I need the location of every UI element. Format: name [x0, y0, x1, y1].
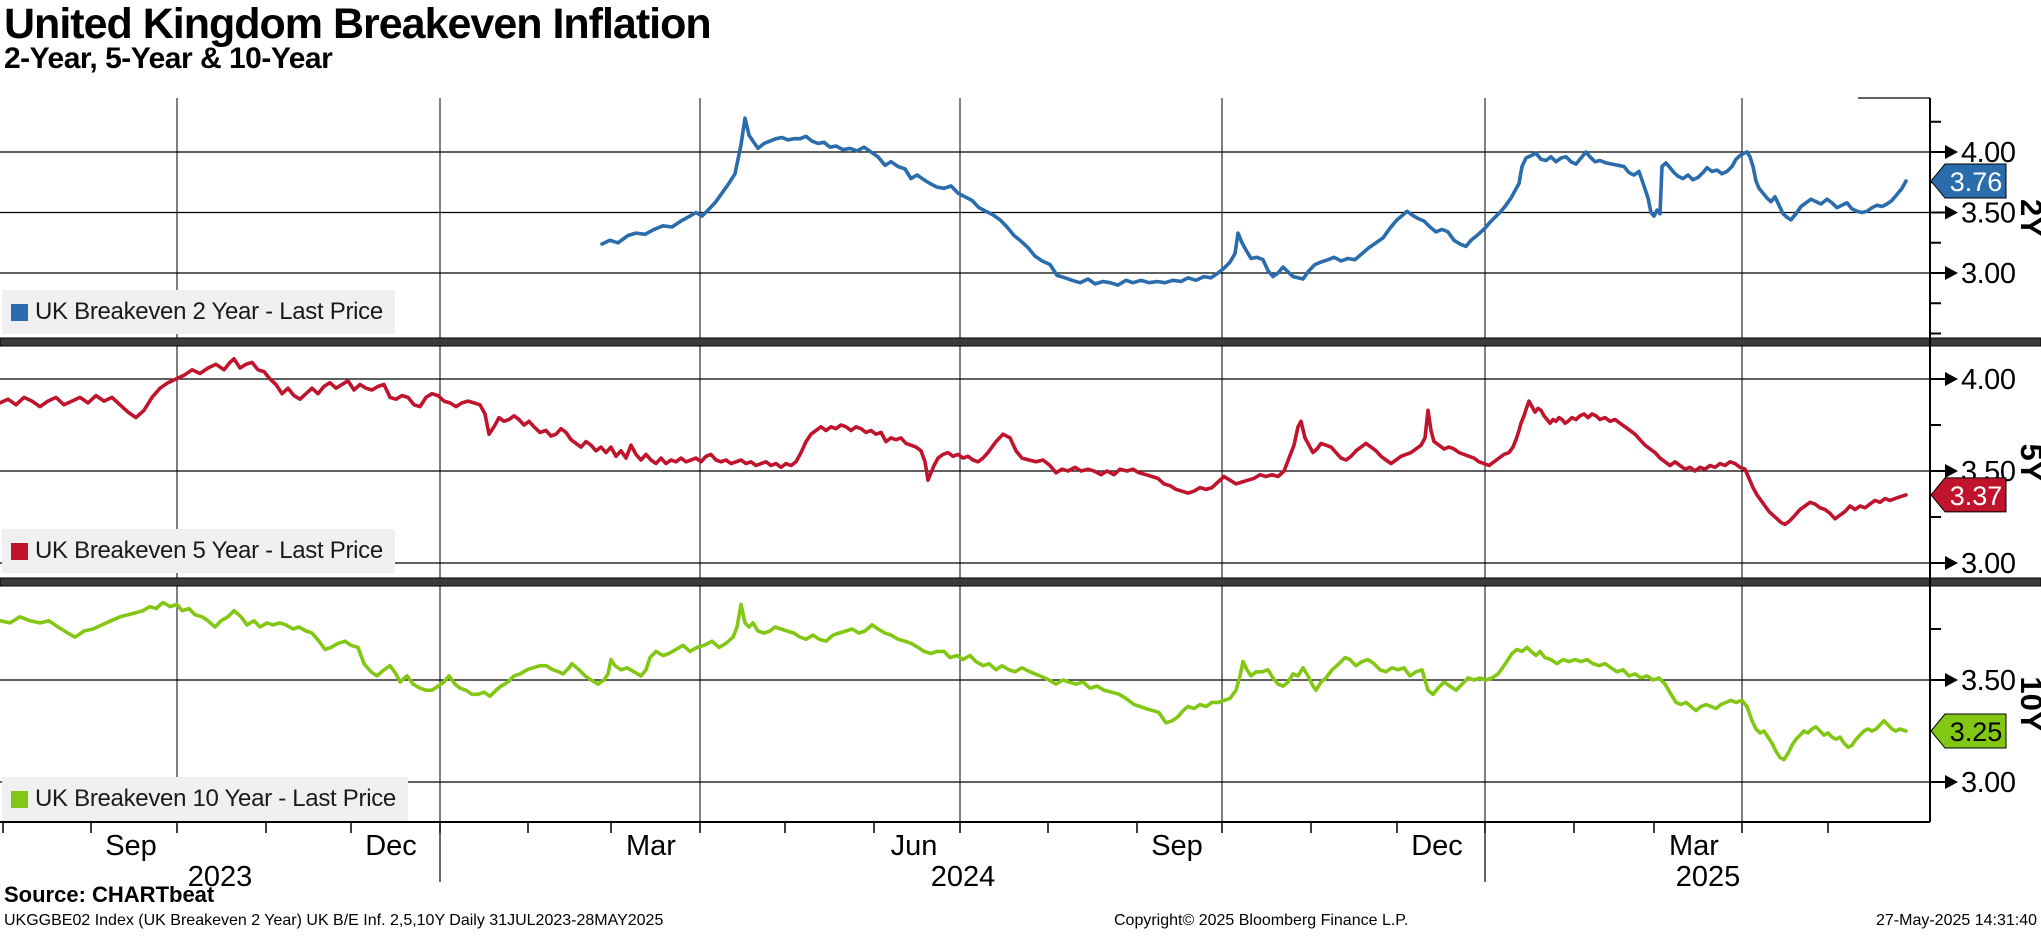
series-line-2y: [600, 116, 1908, 287]
y-tick-arrow-icon: [1945, 205, 1958, 220]
legend-label-5year: UK Breakeven 5 Year - Last Price: [35, 537, 383, 564]
legend-label-10year: UK Breakeven 10 Year - Last Price: [35, 785, 396, 812]
x-month-label: Mar: [1669, 830, 1719, 862]
source-label: Source: CHARTbeat: [4, 882, 215, 907]
last-price-value-5y: 3.37: [1950, 481, 2003, 511]
panel-side-label-5y: 5Y: [2014, 444, 2041, 482]
legend-swatch-10year-icon: [11, 790, 28, 808]
y-tick-label: 3.50: [1961, 665, 2015, 697]
y-tick-arrow-icon: [1945, 556, 1958, 570]
x-year-label: 2025: [1676, 861, 1741, 893]
last-price-badge-10y: [1930, 713, 2007, 749]
y-tick-label: 3.00: [1961, 258, 2015, 290]
panel-side-label-2y: 2Y: [2014, 199, 2041, 237]
x-month-label: Sep: [105, 830, 157, 862]
last-price-badge-5y: [1930, 477, 2007, 513]
y-tick-arrow-icon: [1945, 775, 1958, 789]
y-tick-arrow-icon: [1945, 673, 1958, 687]
y-tick-arrow-icon: [1945, 145, 1958, 159]
x-year-label: 2024: [931, 861, 996, 893]
panel-separator: [0, 337, 2041, 347]
y-tick-arrow-icon: [1945, 372, 1958, 386]
timestamp: 27-May-2025 14:31:40: [1876, 912, 2037, 929]
panel-separator: [0, 577, 2041, 587]
security-info: UKGGBE02 Index (UK Breakeven 2 Year) UK …: [4, 912, 664, 929]
legend-5year[interactable]: UK Breakeven 5 Year - Last Price: [2, 529, 395, 573]
y-tick-label: 3.50: [1961, 198, 2015, 230]
y-tick-label: 4.00: [1961, 364, 2015, 396]
last-price-value-2y: 3.76: [1950, 167, 2003, 197]
legend-swatch-5year-icon: [11, 542, 28, 560]
x-year-label: 2023: [188, 861, 253, 893]
legend-10year[interactable]: UK Breakeven 10 Year - Last Price: [2, 777, 408, 821]
chart-subtitle: 2-Year, 5-Year & 10-Year: [4, 42, 333, 75]
copyright-notice: Copyright© 2025 Bloomberg Finance L.P.: [1114, 912, 1409, 929]
x-month-label: Sep: [1151, 830, 1203, 862]
legend-label-2year: UK Breakeven 2 Year - Last Price: [35, 298, 383, 325]
panel-side-label-10y: 10Y: [2014, 676, 2041, 731]
x-month-label: Dec: [365, 830, 417, 862]
series-line-10y: [0, 600, 1908, 762]
x-month-label: Mar: [626, 830, 676, 862]
y-tick-label: 3.00: [1961, 548, 2015, 580]
x-month-label: Jun: [891, 830, 938, 862]
legend-swatch-2year-icon: [11, 303, 28, 321]
last-price-value-10y: 3.25: [1950, 717, 2003, 747]
legend-2year[interactable]: UK Breakeven 2 Year - Last Price: [2, 290, 395, 334]
y-tick-label: 3.00: [1961, 767, 2015, 799]
x-month-label: Dec: [1411, 830, 1463, 862]
y-tick-arrow-icon: [1945, 464, 1958, 478]
series-line-5y: [0, 357, 1908, 527]
chart-title: United Kingdom Breakeven Inflation: [4, 0, 712, 48]
last-price-badge-2y: [1930, 163, 2007, 199]
y-tick-arrow-icon: [1945, 266, 1958, 280]
